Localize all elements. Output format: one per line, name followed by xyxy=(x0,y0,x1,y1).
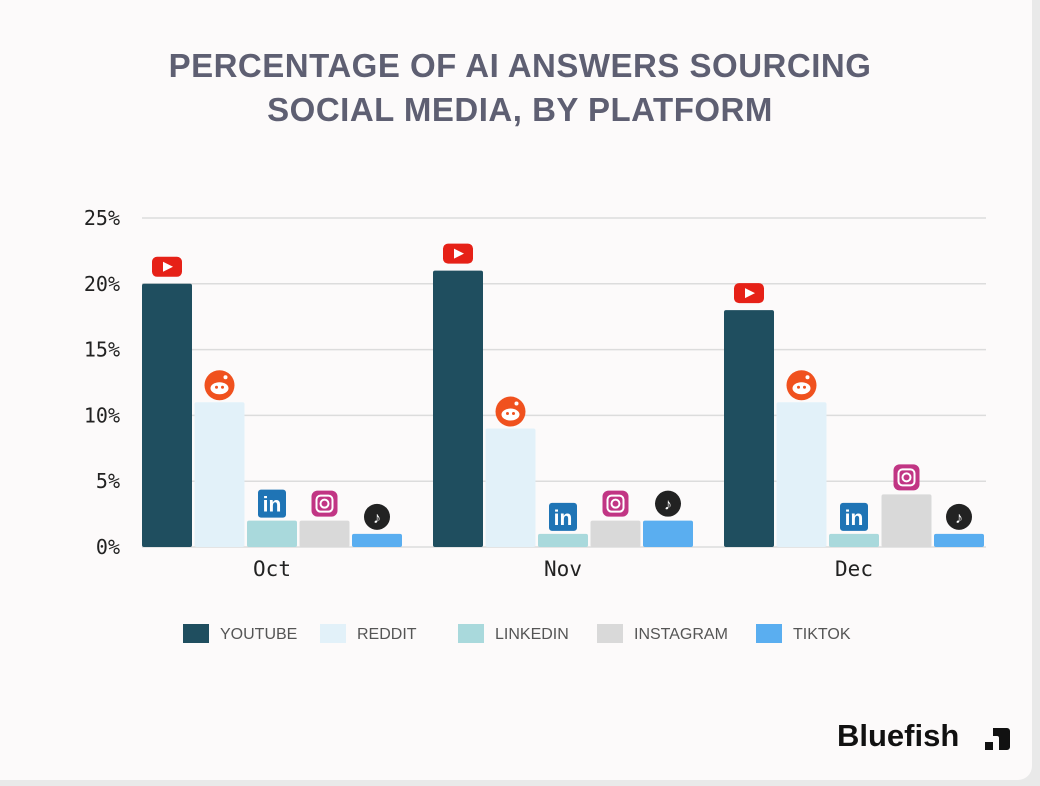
legend-swatch-youtube xyxy=(183,624,209,643)
reddit-antenna xyxy=(805,375,810,380)
bar-linkedin-oct xyxy=(247,520,297,547)
linkedin-icon: in xyxy=(549,502,577,531)
bar-tiktok-dec xyxy=(934,533,984,547)
youtube-play xyxy=(454,248,464,259)
chart-title-line-1: PERCENTAGE OF AI ANSWERS SOURCING xyxy=(168,47,872,84)
linkedin-glyph: in xyxy=(845,507,864,530)
y-tick-label: 25% xyxy=(84,206,120,230)
reddit-eye xyxy=(803,385,806,389)
bar-youtube-nov xyxy=(433,270,483,547)
instagram-icon xyxy=(893,464,920,491)
linkedin-glyph: in xyxy=(263,494,282,517)
legend-label-tiktok: TIKTOK xyxy=(793,626,851,643)
instagram-frame xyxy=(897,468,916,487)
bar-youtube-oct xyxy=(142,283,192,547)
tiktok-glyph: ♪ xyxy=(373,510,381,527)
instagram-lens xyxy=(610,498,621,509)
linkedin-bg xyxy=(549,502,577,531)
instagram-lens xyxy=(319,498,330,509)
reddit-eye xyxy=(512,412,515,416)
reddit-face xyxy=(792,382,811,395)
y-tick-label: 15% xyxy=(84,338,120,362)
bar-reddit-dec xyxy=(776,402,827,547)
x-tick-label: Oct xyxy=(253,557,291,581)
reddit-face xyxy=(210,382,229,395)
youtube-icon xyxy=(734,283,764,304)
reddit-eye xyxy=(506,412,509,416)
bar-youtube-dec xyxy=(724,310,774,547)
reddit-eye xyxy=(221,385,224,389)
bar-instagram-nov xyxy=(590,520,641,547)
instagram-frame xyxy=(606,494,625,513)
reddit-icon xyxy=(495,396,526,427)
linkedin-glyph: in xyxy=(554,507,573,530)
reddit-face xyxy=(501,408,520,421)
linkedin-icon: in xyxy=(258,489,286,518)
tiktok-glyph: ♪ xyxy=(664,497,672,514)
legend-label-linkedin: LINKEDIN xyxy=(495,626,569,643)
linkedin-bg xyxy=(840,502,868,531)
bar-tiktok-nov xyxy=(643,520,693,547)
brand-logo-text: Bluefish xyxy=(837,718,960,753)
instagram-icon xyxy=(602,490,629,517)
youtube-icon xyxy=(443,243,473,264)
tiktok-bg xyxy=(364,503,390,530)
tiktok-bg xyxy=(946,503,972,530)
reddit-eye xyxy=(797,385,800,389)
bar-linkedin-nov xyxy=(538,533,588,547)
chart-title-line-2: SOCIAL MEDIA, BY PLATFORM xyxy=(267,91,773,128)
y-tick-label: 5% xyxy=(96,469,120,493)
legend-label-reddit: REDDIT xyxy=(357,626,417,643)
instagram-lens xyxy=(901,472,912,483)
reddit-eye xyxy=(215,385,218,389)
instagram-icon xyxy=(311,490,338,517)
x-tick-label: Dec xyxy=(835,557,873,581)
legend-swatch-linkedin xyxy=(458,624,484,643)
y-tick-label: 0% xyxy=(96,535,120,559)
tiktok-icon: ♪ xyxy=(946,503,972,530)
bar-linkedin-dec xyxy=(829,533,879,547)
instagram-frame xyxy=(315,494,334,513)
reddit-antenna xyxy=(514,401,519,406)
y-tick-label: 20% xyxy=(84,272,120,296)
x-tick-label: Nov xyxy=(544,557,582,581)
reddit-icon xyxy=(204,370,235,401)
instagram-bg xyxy=(311,490,338,517)
legend-label-youtube: YOUTUBE xyxy=(220,626,297,643)
tiktok-bg xyxy=(655,490,681,517)
instagram-bg xyxy=(893,464,920,491)
youtube-play xyxy=(745,288,755,299)
youtube-icon xyxy=(152,256,182,277)
bar-reddit-nov xyxy=(485,428,536,547)
legend-swatch-reddit xyxy=(320,624,346,643)
linkedin-icon: in xyxy=(840,502,868,531)
legend-label-instagram: INSTAGRAM xyxy=(634,626,728,643)
instagram-bg xyxy=(602,490,629,517)
tiktok-icon: ♪ xyxy=(364,503,390,530)
youtube-play xyxy=(163,261,173,272)
y-tick-label: 10% xyxy=(84,403,120,427)
linkedin-bg xyxy=(258,489,286,518)
chart-title: PERCENTAGE OF AI ANSWERS SOURCING SOCIAL… xyxy=(0,44,1032,132)
tiktok-icon: ♪ xyxy=(655,490,681,517)
bar-instagram-oct xyxy=(299,520,350,547)
legend-swatch-tiktok xyxy=(756,624,782,643)
bar-reddit-oct xyxy=(194,402,245,547)
bar-instagram-dec xyxy=(881,494,932,547)
reddit-icon xyxy=(786,370,817,401)
bluefish-logo-icon xyxy=(985,728,1010,750)
legend-swatch-instagram xyxy=(597,624,623,643)
tiktok-glyph: ♪ xyxy=(955,510,963,527)
reddit-antenna xyxy=(223,375,228,380)
bar-tiktok-oct xyxy=(352,533,402,547)
